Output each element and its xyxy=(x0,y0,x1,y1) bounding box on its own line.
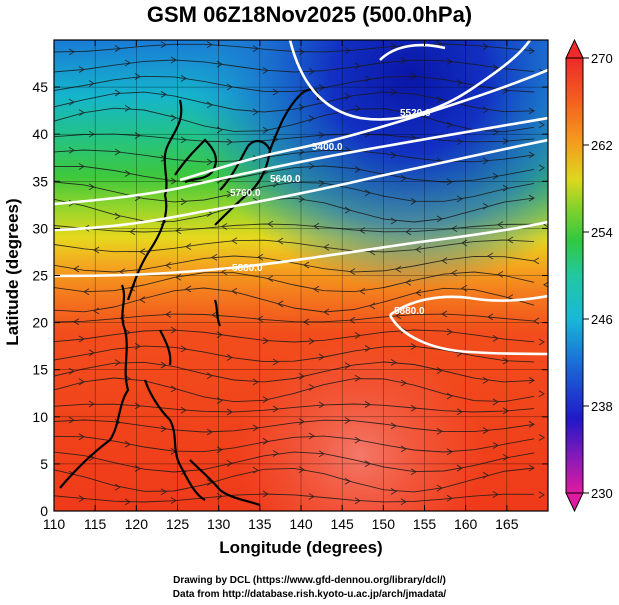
x-tick-label: 110 xyxy=(43,516,66,532)
y-tick-label: 30 xyxy=(32,220,48,236)
colorbar-label: 262 xyxy=(591,138,613,153)
y-tick-label: 45 xyxy=(32,79,48,95)
colorbar-bottom-arrow xyxy=(565,492,584,513)
x-tick-label: 145 xyxy=(330,516,354,532)
x-tick-label: 135 xyxy=(248,516,272,532)
y-tick-label: 25 xyxy=(32,268,48,284)
contour-labels: 5880.0 5640.0 5400.0 5520.0 5760.0 5880.… xyxy=(230,108,431,317)
contour-label-5760: 5760.0 xyxy=(230,188,261,199)
x-tick-label: 160 xyxy=(454,516,478,532)
x-tick-label: 165 xyxy=(495,516,519,532)
y-tick-label: 40 xyxy=(32,126,48,142)
contour-label-5400: 5400.0 xyxy=(312,142,343,153)
credit-dcl: Drawing by DCL (https://www.gfd-dennou.o… xyxy=(173,575,446,586)
x-tick-label: 130 xyxy=(207,516,231,532)
contour-label-5880-north: 5880.0 xyxy=(232,263,263,274)
colorbar-label: 254 xyxy=(591,225,613,240)
y-tick-label: 35 xyxy=(32,173,48,189)
x-axis-ticks: 110 115 120 125 130 135 140 145 150 155 160 165 xyxy=(43,40,519,532)
x-tick-label: 155 xyxy=(413,516,437,532)
colorbar-ticks: 270 262 254 246 238 230 xyxy=(583,51,613,501)
geopotential-contours xyxy=(54,40,548,356)
colorbar-label: 238 xyxy=(591,399,613,414)
wind-streamlines xyxy=(54,40,548,506)
coastlines xyxy=(59,88,320,507)
x-tick-label: 120 xyxy=(125,516,149,532)
colorbar: 270 262 254 246 238 230 xyxy=(565,38,613,513)
colorbar-label: 230 xyxy=(591,486,613,501)
y-tick-label: 15 xyxy=(32,362,48,378)
y-axis-ticks: 0 5 10 15 20 25 30 35 40 45 xyxy=(32,79,548,519)
y-tick-label: 5 xyxy=(40,456,48,472)
chart-title: GSM 06Z18Nov2025 (500.0hPa) xyxy=(146,2,473,27)
x-tick-label: 125 xyxy=(166,516,190,532)
colorbar-label: 270 xyxy=(591,51,613,66)
contour-label-5880-south: 5880.0 xyxy=(394,306,425,317)
y-tick-label: 20 xyxy=(32,315,48,331)
x-tick-label: 140 xyxy=(289,516,313,532)
colorbar-scale xyxy=(565,57,584,494)
contour-label-5520: 5520.0 xyxy=(400,108,431,119)
x-tick-label: 115 xyxy=(84,516,107,532)
x-axis-label: Longitude (degrees) xyxy=(219,538,383,557)
colorbar-top-arrow xyxy=(565,38,584,59)
credit-data-source: Data from http://database.rish.kyoto-u.a… xyxy=(172,589,447,600)
contour-label-5640: 5640.0 xyxy=(270,174,301,185)
y-tick-label: 0 xyxy=(40,503,48,519)
x-tick-label: 150 xyxy=(372,516,396,532)
y-tick-label: 10 xyxy=(32,409,48,425)
colorbar-label: 246 xyxy=(591,312,613,327)
